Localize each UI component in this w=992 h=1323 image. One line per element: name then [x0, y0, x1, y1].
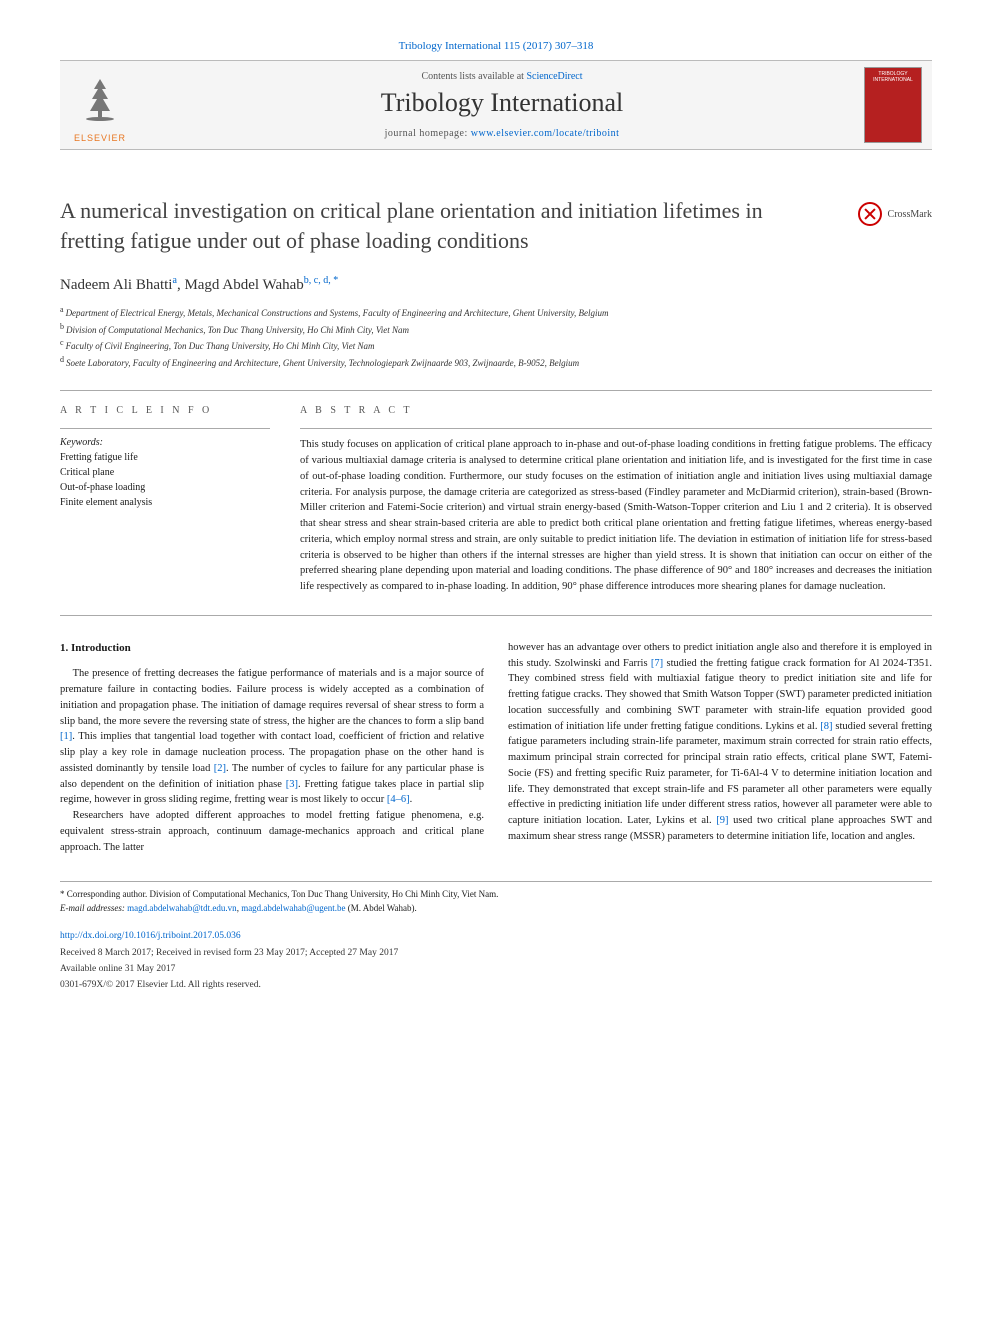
keyword-3: Out-of-phase loading [60, 480, 270, 495]
ref-1[interactable]: [1] [60, 731, 72, 742]
author-1: Nadeem Ali Bhatti [60, 277, 172, 293]
info-rule [60, 428, 270, 429]
affiliation-d: dSoete Laboratory, Faculty of Engineerin… [60, 354, 932, 371]
affiliations: aDepartment of Electrical Energy, Metals… [60, 304, 932, 370]
journal-banner: ELSEVIER Contents lists available at Sci… [60, 60, 932, 150]
corresponding-author: * Corresponding author. Division of Comp… [60, 881, 932, 902]
author-2-aff: b, c, d, * [304, 275, 338, 286]
contents-prefix: Contents lists available at [421, 71, 526, 82]
affiliation-b: bDivision of Computational Mechanics, To… [60, 321, 932, 338]
article-info-heading: A R T I C L E I N F O [60, 405, 270, 416]
elsevier-tree-icon [72, 67, 128, 131]
article-title: A numerical investigation on critical pl… [60, 196, 780, 255]
paragraph-3: however has an advantage over others to … [508, 640, 932, 845]
abstract-rule [300, 428, 932, 429]
author-2: Magd Abdel Wahab [184, 277, 303, 293]
homepage-line: journal homepage: www.elsevier.com/locat… [140, 128, 864, 139]
affiliation-a: aDepartment of Electrical Energy, Metals… [60, 304, 932, 321]
body-right-column: however has an advantage over others to … [508, 640, 932, 856]
keyword-2: Critical plane [60, 465, 270, 480]
abstract-heading: A B S T R A C T [300, 405, 932, 416]
section-1-title: 1. Introduction [60, 640, 484, 657]
affiliation-c: cFaculty of Civil Engineering, Ton Duc T… [60, 337, 932, 354]
abstract-text: This study focuses on application of cri… [300, 437, 932, 595]
journal-name: Tribology International [140, 88, 864, 118]
history-line-2: Available online 31 May 2017 [60, 962, 932, 976]
email-line: E-mail addresses: magd.abdelwahab@tdt.ed… [60, 902, 932, 916]
keywords-label: Keywords: [60, 437, 270, 448]
article-info-column: A R T I C L E I N F O Keywords: Fretting… [60, 405, 270, 595]
banner-center: Contents lists available at ScienceDirec… [140, 71, 864, 139]
keyword-1: Fretting fatigue life [60, 450, 270, 465]
doi-link[interactable]: http://dx.doi.org/10.1016/j.triboint.201… [60, 929, 932, 943]
homepage-link[interactable]: www.elsevier.com/locate/triboint [471, 128, 620, 139]
history-line-1: Received 8 March 2017; Received in revis… [60, 946, 932, 960]
ref-7[interactable]: [7] [651, 658, 663, 669]
ref-2[interactable]: [2] [214, 763, 226, 774]
homepage-prefix: journal homepage: [385, 128, 471, 139]
ref-4-6[interactable]: [4–6] [387, 794, 410, 805]
paragraph-2: Researchers have adopted different appro… [60, 808, 484, 855]
publisher-name: ELSEVIER [74, 133, 126, 143]
divider-2 [60, 615, 932, 616]
contents-line: Contents lists available at ScienceDirec… [140, 71, 864, 82]
body-left-column: 1. Introduction The presence of fretting… [60, 640, 484, 856]
journal-cover-thumb: TRIBOLOGY INTERNATIONAL [864, 67, 922, 143]
email-1[interactable]: magd.abdelwahab@tdt.edu.vn [127, 903, 237, 913]
publisher-block: ELSEVIER [60, 67, 140, 143]
ref-8[interactable]: [8] [820, 721, 832, 732]
cover-title: TRIBOLOGY INTERNATIONAL [867, 72, 919, 83]
divider [60, 390, 932, 391]
paragraph-1: The presence of fretting decreases the f… [60, 666, 484, 808]
copyright-line: 0301-679X/© 2017 Elsevier Ltd. All right… [60, 978, 932, 992]
crossmark-label: CrossMark [888, 209, 932, 220]
email-2[interactable]: magd.abdelwahab@ugent.be [241, 903, 345, 913]
body-columns: 1. Introduction The presence of fretting… [60, 640, 932, 856]
crossmark-icon [858, 202, 882, 226]
sciencedirect-link[interactable]: ScienceDirect [526, 71, 582, 82]
ref-9[interactable]: [9] [716, 815, 728, 826]
keyword-4: Finite element analysis [60, 495, 270, 510]
running-header: Tribology International 115 (2017) 307–3… [60, 40, 932, 52]
abstract-column: A B S T R A C T This study focuses on ap… [300, 405, 932, 595]
ref-3[interactable]: [3] [286, 779, 298, 790]
author-list: Nadeem Ali Bhattia, Magd Abdel Wahabb, c… [60, 275, 932, 294]
footer: * Corresponding author. Division of Comp… [60, 881, 932, 992]
crossmark-badge[interactable]: CrossMark [858, 202, 932, 226]
